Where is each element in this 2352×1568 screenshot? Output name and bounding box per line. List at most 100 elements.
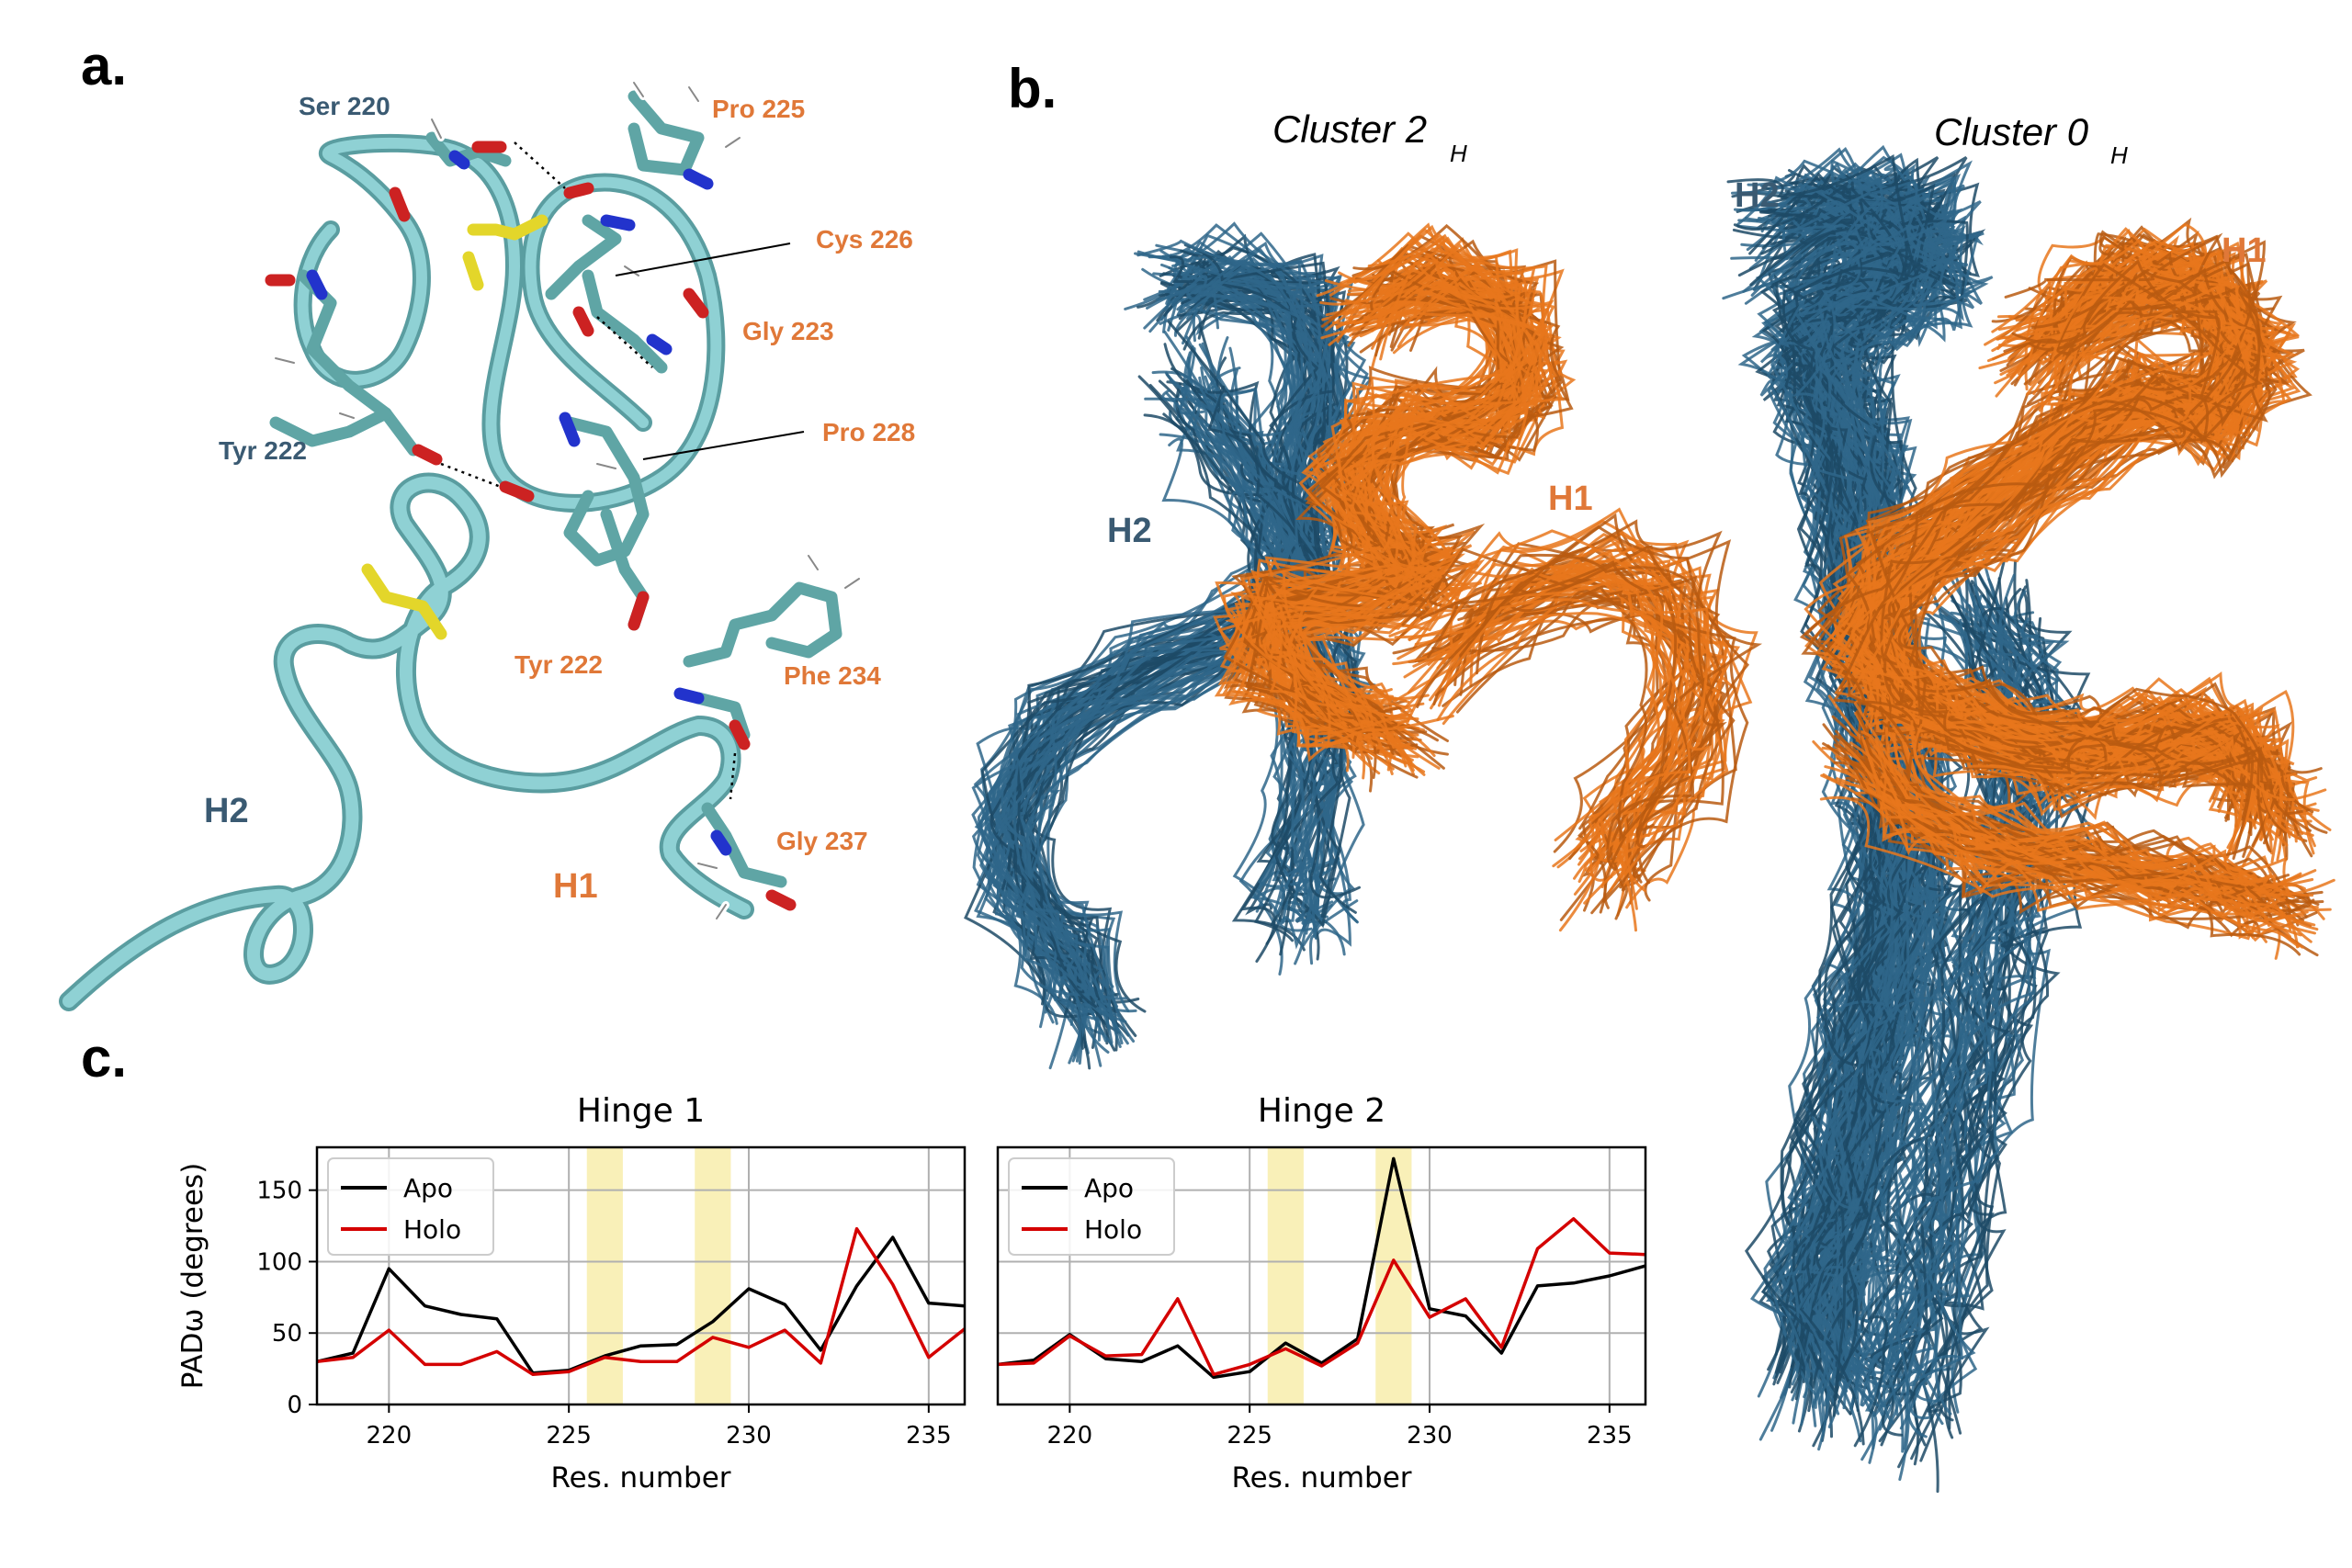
ensemble-strand	[1860, 262, 2270, 762]
x-tick-label: 225	[546, 1422, 592, 1450]
cluster-0-ensemble: H2 H1	[1722, 144, 2335, 1494]
ensemble-strand	[1846, 232, 2251, 821]
label-h2-panel-a: H2	[204, 792, 249, 830]
cluster-2-title: Cluster 2 H	[1272, 107, 1467, 167]
ensemble-strand	[1443, 580, 1679, 910]
ensemble-strand	[1408, 545, 1660, 841]
backbone-ribbon	[59, 133, 754, 1011]
ensemble-strand	[1750, 207, 1897, 1396]
ensemble-strand	[1869, 240, 2266, 765]
label-gly-237: Gly 237	[776, 827, 868, 855]
label-pro-228: Pro 228	[822, 418, 915, 446]
x-tick-label: 230	[726, 1422, 772, 1450]
x-tick-label: 235	[906, 1422, 952, 1450]
legend-label-holo: Holo	[403, 1214, 461, 1245]
series-line-holo	[998, 1217, 1645, 1377]
side-chain-sticks	[265, 79, 863, 922]
ensemble-strand	[1429, 598, 1710, 905]
ensemble-strand	[1265, 235, 1529, 706]
label-tyr-222-blue: Tyr 222	[219, 436, 307, 465]
cluster-2-label-h2: H2	[1107, 512, 1152, 550]
ensemble-strand	[1436, 568, 1686, 932]
series-line-apo	[317, 1235, 965, 1375]
ensemble-strand	[1880, 775, 2316, 927]
cluster-2-ensemble: H2 H1	[964, 221, 1763, 1070]
ensemble-strand	[1240, 233, 1528, 740]
ensemble-strand	[1864, 748, 2291, 939]
ensemble-strand	[1872, 745, 2295, 899]
x-tick-label: 235	[1587, 1422, 1633, 1450]
ensemble-strand	[1442, 565, 1729, 843]
ensemble-strand	[1266, 284, 1528, 736]
y-tick-label: 100	[256, 1248, 302, 1276]
ensemble-strand	[1416, 585, 1648, 909]
ensemble-strand	[1228, 274, 1546, 750]
ensemble-strand	[1401, 547, 1697, 853]
cluster-0-title: Cluster 0 H	[1934, 110, 2128, 169]
ensemble-strand	[1250, 266, 1536, 694]
x-tick-label: 230	[1407, 1422, 1453, 1450]
label-tyr-222-orange: Tyr 222	[514, 650, 603, 679]
panel-c-letter: c.	[81, 1027, 127, 1089]
ensemble-strand	[1419, 519, 1723, 836]
chart-title: Hinge 2	[1258, 1092, 1385, 1130]
x-axis-label: Res. number	[550, 1461, 730, 1495]
panel-a: a.	[59, 35, 915, 1011]
chart-hinge-1: 220 225 230 235 0 50 100 150 PADω (degrees) Hinge…	[176, 1092, 967, 1495]
chart-hinge-2: 220 225 230 235 Hinge 2 Res. number Apo Holo	[996, 1092, 1647, 1495]
y-axis-label: PADω (degrees)	[176, 1163, 209, 1390]
legend: Apo Holo	[327, 1157, 494, 1256]
label-h1-panel-a: H1	[553, 867, 598, 906]
ensemble-strand	[1850, 796, 2301, 956]
chart-title: Hinge 1	[577, 1092, 705, 1130]
highlight-band	[1267, 1147, 1304, 1404]
plot-frame	[996, 1145, 1647, 1406]
cluster-0-label-h2: H2	[1735, 176, 1780, 215]
cluster-0-title-subscript: H	[2110, 141, 2128, 169]
y-tick-label: 0	[287, 1392, 302, 1419]
ensemble-strand	[1838, 259, 2254, 861]
y-tick-label: 50	[272, 1320, 302, 1348]
x-tick-label: 225	[1227, 1422, 1272, 1450]
label-phe-234: Phe 234	[784, 661, 881, 690]
x-tick-label: 220	[367, 1422, 413, 1450]
cluster-0-h1-bundle	[1799, 217, 2335, 960]
ensemble-strand	[1760, 189, 1899, 1383]
ensemble-strand	[1224, 270, 1516, 748]
ensemble-strand	[1812, 196, 1989, 1355]
ensemble-strand	[1836, 777, 2309, 922]
cluster-2-title-text: Cluster 2	[1272, 107, 1427, 151]
highlight-band	[586, 1147, 623, 1404]
label-cys-226: Cys 226	[816, 225, 913, 254]
ensemble-strand	[1001, 259, 1333, 1031]
ensemble-strand	[1204, 423, 1356, 947]
highlight-band	[695, 1147, 731, 1404]
ensemble-strand	[1804, 263, 2272, 853]
ensemble-strand	[1831, 248, 2297, 779]
ensemble-strand	[1427, 560, 1695, 871]
ensemble-strand	[1873, 262, 2283, 838]
ensemble-strand	[1198, 376, 1366, 947]
cluster-2-title-subscript: H	[1450, 140, 1467, 167]
ensemble-strand	[1474, 539, 1737, 829]
series-line-holo	[317, 1226, 965, 1377]
ensemble-strand	[1880, 310, 2286, 833]
ensemble-strand	[1726, 153, 1920, 1346]
ensemble-strand	[1862, 301, 2282, 838]
x-axis-label: Res. number	[1231, 1461, 1411, 1495]
x-tick-label: 220	[1047, 1422, 1093, 1450]
plot-frame	[315, 1145, 967, 1406]
ensemble-strand	[1867, 268, 2262, 761]
ensemble-strand	[1451, 581, 1690, 879]
legend-label-apo: Apo	[1084, 1173, 1134, 1203]
cluster-2-h1-bundle	[1213, 222, 1763, 932]
label-gly-223: Gly 223	[742, 317, 834, 345]
label-pro-225: Pro 225	[712, 95, 805, 123]
legend-label-holo: Holo	[1084, 1214, 1142, 1245]
ensemble-strand	[1214, 258, 1521, 771]
ensemble-strand	[1436, 529, 1691, 852]
label-leader-lines	[615, 243, 805, 460]
ensemble-strand	[1012, 239, 1316, 1000]
panel-b-letter: b.	[1008, 58, 1057, 119]
